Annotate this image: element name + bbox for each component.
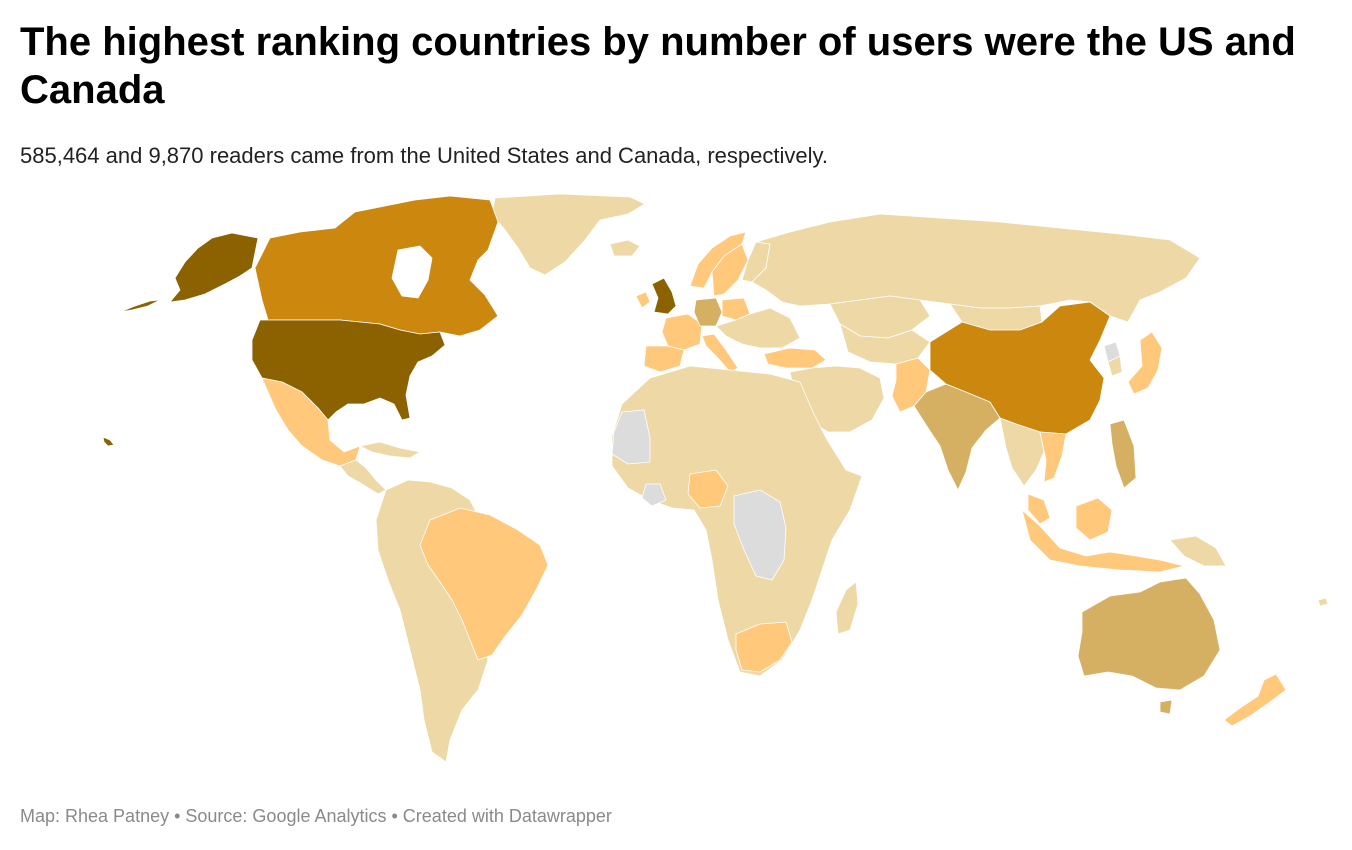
country-malaysia [1027, 493, 1051, 525]
country-nigeria [687, 469, 729, 509]
country-central-asia [839, 323, 931, 365]
country-iceland [609, 239, 641, 257]
chart-footer: Map: Rhea Patney • Source: Google Analyt… [20, 806, 612, 826]
country-guinea [641, 483, 667, 507]
country-uk [651, 277, 677, 315]
country-alaska [169, 232, 259, 303]
country-canada [254, 195, 499, 337]
country-madagascar [835, 581, 859, 635]
country-borneo [1075, 497, 1113, 541]
country-mauritania [611, 409, 651, 465]
chart-subtitle: 585,464 and 9,870 readers came from the … [20, 143, 828, 168]
world-map-svg [102, 193, 1329, 763]
chart-title: The highest ranking countries by number … [20, 20, 1296, 112]
country-greenland [491, 193, 646, 276]
country-sweden [711, 243, 749, 297]
country-southeast-asia [999, 417, 1045, 487]
country-norway [689, 231, 747, 289]
country-japan [1127, 331, 1163, 395]
country-france [661, 313, 703, 351]
country-brazil [419, 507, 549, 661]
country-china [929, 301, 1111, 435]
country-vietnam [1039, 431, 1067, 483]
country-germany [693, 297, 723, 327]
country-europe-other [715, 307, 801, 349]
country-new-guinea [1169, 535, 1227, 567]
country-hudson-bay [391, 245, 433, 299]
country-mexico [261, 377, 361, 467]
world-map [0, 186, 1352, 776]
country-indonesia [1021, 509, 1185, 573]
country-south-korea [1107, 355, 1123, 377]
country-ireland [635, 291, 651, 309]
country-central-america [339, 459, 387, 495]
country-hawaii [102, 436, 115, 447]
country-pacific-islands [1317, 597, 1329, 607]
country-south-africa [735, 621, 793, 673]
country-philippines [1109, 419, 1137, 489]
country-spain [643, 345, 685, 373]
country-congo-dr [733, 489, 787, 581]
country-turkey [763, 347, 827, 369]
country-australia [1077, 577, 1221, 691]
country-alaska-aleutians [119, 299, 161, 313]
country-new-zealand [1223, 673, 1287, 727]
country-tasmania [1159, 699, 1173, 715]
country-caribbean [359, 441, 421, 459]
country-russia [751, 213, 1201, 323]
